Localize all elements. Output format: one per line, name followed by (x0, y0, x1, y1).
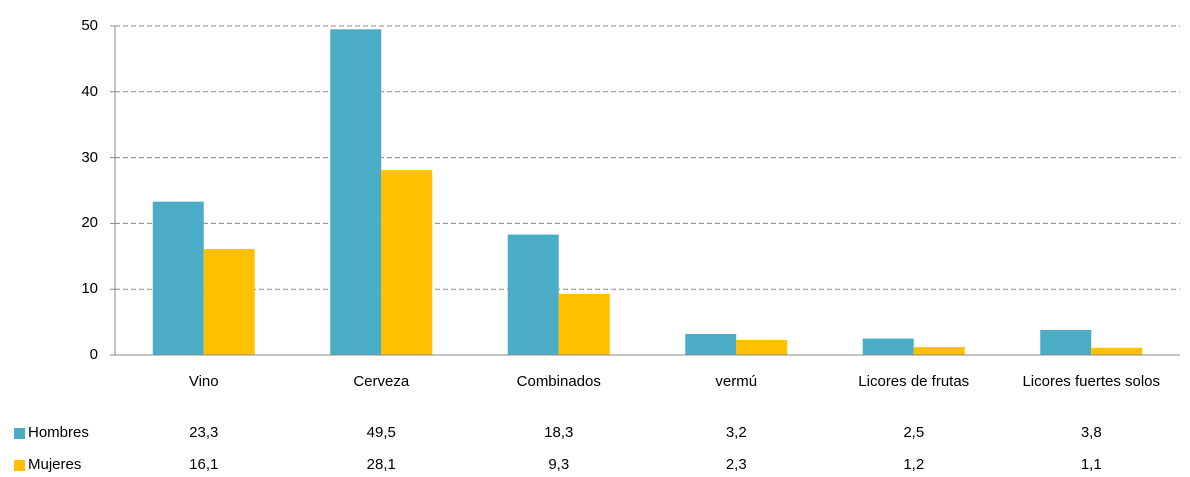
bar (862, 338, 914, 355)
x-tick-label: Licores de frutas (858, 373, 970, 390)
x-tick-label: vermú (715, 373, 758, 390)
table-value: 1,1 (1080, 456, 1102, 473)
x-tick-label: Vino (188, 373, 219, 390)
bar (381, 170, 433, 355)
y-tick-label: 40 (81, 82, 98, 100)
bar (507, 234, 559, 355)
table-value: 23,3 (189, 424, 219, 441)
bar (1091, 347, 1143, 355)
table-value: 16,1 (189, 456, 219, 473)
bar (913, 347, 965, 355)
legend-label: Hombres (28, 424, 89, 441)
y-tick-label: 30 (81, 148, 98, 166)
legend-swatch (14, 460, 25, 471)
table-value: 2,3 (725, 456, 747, 473)
x-tick-label: Cerveza (353, 373, 410, 390)
legend-swatch (14, 428, 25, 439)
x-tick-label: Licores fuertes solos (1022, 373, 1161, 390)
bar (558, 293, 610, 355)
legend-label: Mujeres (28, 456, 82, 473)
table-value: 49,5 (366, 424, 396, 441)
bar (685, 333, 737, 355)
bar (1040, 329, 1092, 355)
y-tick-label: 0 (89, 346, 98, 363)
x-tick-label: Combinados (516, 373, 601, 390)
table-value: 28,1 (366, 456, 396, 473)
table-value: 2,5 (903, 424, 925, 441)
bar (330, 29, 382, 355)
bar (203, 249, 255, 355)
table-value: 18,3 (544, 424, 574, 441)
y-tick-label: 50 (81, 17, 98, 34)
y-tick-label: 10 (81, 280, 98, 298)
table-value: 9,3 (548, 456, 570, 473)
table-value: 3,8 (1080, 424, 1102, 441)
bar (736, 339, 788, 355)
y-tick-label: 20 (81, 214, 98, 232)
bar (152, 201, 204, 355)
table-value: 3,2 (725, 424, 747, 441)
table-value: 1,2 (903, 456, 925, 473)
